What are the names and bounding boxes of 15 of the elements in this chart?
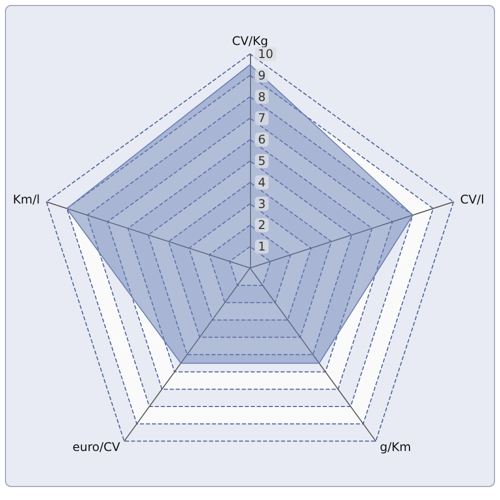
y-tick-label: 9 <box>258 68 266 82</box>
y-tick-label: 2 <box>258 218 266 232</box>
y-tick-label: 7 <box>258 111 266 126</box>
spoke-label: euro/CV <box>72 440 121 454</box>
y-tick-label: 4 <box>258 175 266 190</box>
spoke-label: CV/l <box>460 192 484 207</box>
y-tick-label: 5 <box>258 154 266 168</box>
y-tick-label: 8 <box>258 90 266 104</box>
y-tick-label: 10 <box>258 47 274 61</box>
spoke-label: g/Km <box>380 440 412 454</box>
spoke-label: Km/l <box>12 192 40 207</box>
y-tick-label: 3 <box>258 196 266 211</box>
spoke-label: CV/Kg <box>232 34 268 48</box>
y-tick-label: 1 <box>258 240 266 254</box>
y-tick-label: 6 <box>258 132 266 147</box>
